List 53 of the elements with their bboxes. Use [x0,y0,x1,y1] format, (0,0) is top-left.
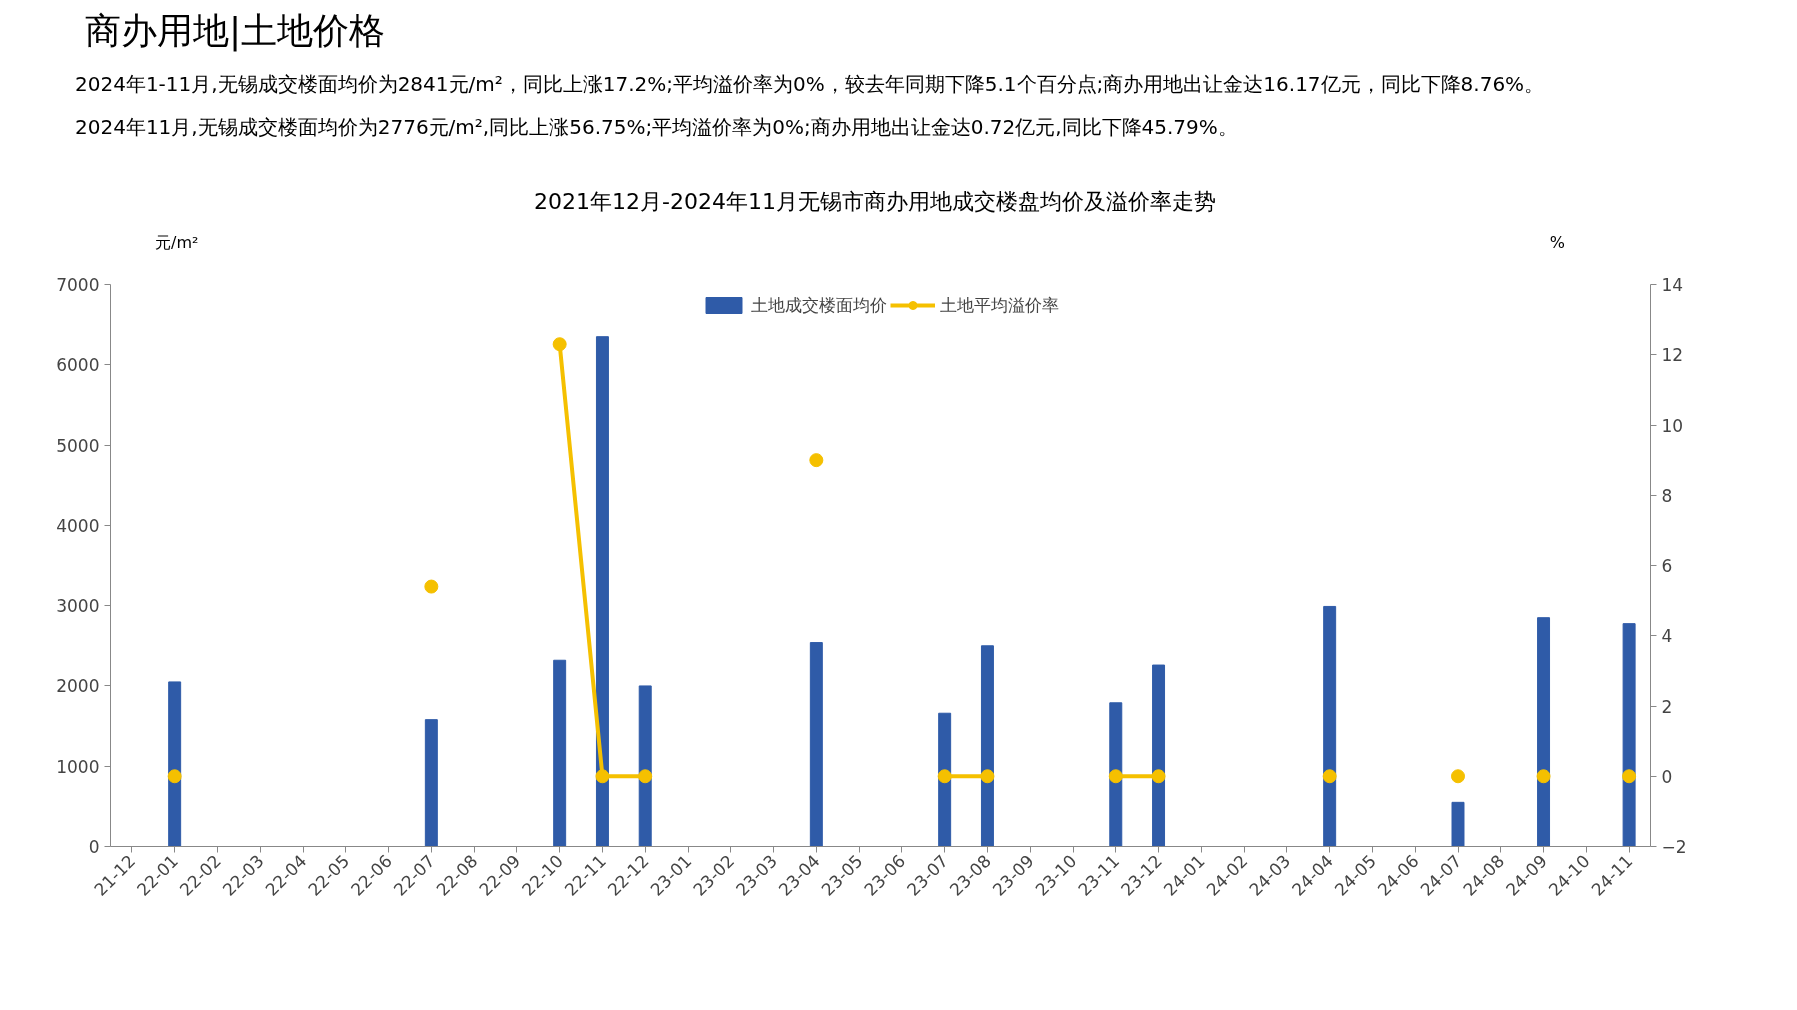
y2-axis-title: % [1549,231,1565,254]
y2-tick-label: 12 [1661,344,1684,365]
point [1536,768,1551,783]
bar [938,712,952,847]
bar [553,659,567,847]
y2-tick-label: 14 [1661,274,1684,295]
point [1322,768,1337,783]
point [552,336,567,351]
y2-tick-label: −2 [1661,836,1687,857]
y2-tick-label: 4 [1661,625,1673,646]
chart-title: 商办用地|土地价格 [84,9,386,54]
text: 2024年11月,无锡成交楼面均价为2776元/m²,同比上涨56.75%;平均溢价率为0%;商办用地出让金达0.72亿元,同比下降45.79%。 [74,114,1239,142]
point [424,579,439,594]
bar [1622,622,1636,847]
y-axis-title: 元/m² [155,231,199,254]
point [1622,768,1637,783]
point [809,452,824,467]
bar [1451,801,1465,847]
bar [1152,664,1166,847]
bar [168,681,182,847]
point [638,768,653,783]
chart-subtitle: 2021年12月-2024年11月无锡市商办用地成交楼盘均价及溢价率走势 [533,188,1217,217]
bar [595,335,609,847]
bar [638,685,652,847]
y-tick-label: 4000 [56,515,100,536]
y-tick-label: 5000 [56,435,100,456]
point [980,768,995,783]
y2-tick-label: 10 [1661,415,1684,436]
bar [1109,701,1123,847]
y2-tick-label: 8 [1661,485,1673,506]
y-tick-label: 3000 [56,595,100,616]
point [1451,768,1465,783]
y-tick-label: 0 [88,836,100,857]
y2-tick-label: 0 [1661,766,1673,787]
bar [424,718,438,847]
point [1151,768,1166,783]
legend-label: 土地平均溢价率 [940,293,1059,317]
bar [1323,605,1337,847]
y-tick-label: 2000 [56,676,100,697]
legend-label: 土地成交楼面均价 [751,293,887,317]
point [937,768,952,783]
y2-tick-label: 2 [1661,696,1673,717]
point [1108,768,1123,783]
bar [980,644,994,847]
y-tick-label: 1000 [56,756,100,777]
bar [809,641,823,847]
y-tick-label: 7000 [56,274,100,295]
y-tick-label: 6000 [56,354,100,375]
y2-tick-label: 6 [1661,555,1673,576]
text: 2024年1-11月,无锡成交楼面均价为2841元/m²，同比上涨17.2%;平均溢价率为0%，较去年同期下降5.1个百分点;商办用地出让金达16.17亿元，同比下降8.76%。 [74,71,1546,99]
point [595,768,610,783]
point [167,768,182,783]
bar [1537,616,1551,847]
